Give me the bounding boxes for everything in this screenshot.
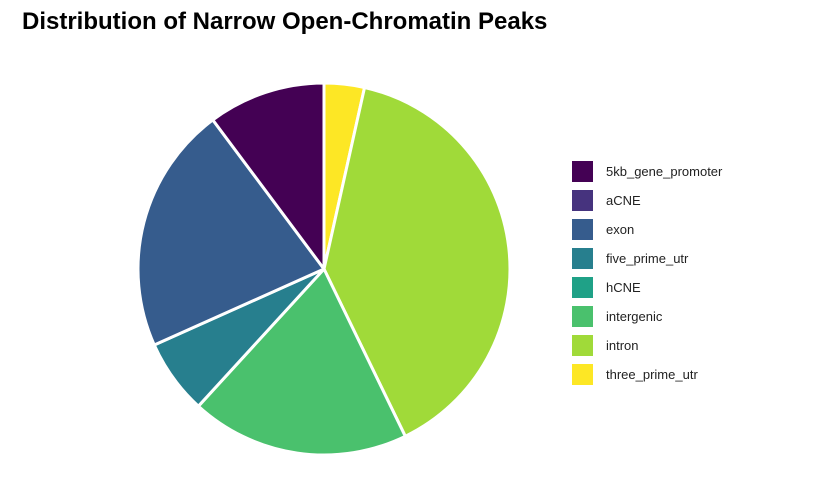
legend-item: 5kb_gene_promoter <box>572 157 722 186</box>
chart-title: Distribution of Narrow Open-Chromatin Pe… <box>22 8 548 35</box>
pie-slice-intergenic <box>196 267 407 457</box>
legend-item: three_prime_utr <box>572 360 722 389</box>
legend-swatch <box>572 190 593 211</box>
legend-label: intergenic <box>606 309 663 324</box>
legend-label: intron <box>606 338 639 353</box>
legend-label: aCNE <box>606 193 641 208</box>
legend-item: hCNE <box>572 273 722 302</box>
pie-slices <box>136 81 512 457</box>
legend-swatch <box>572 335 593 356</box>
legend-label: five_prime_utr <box>606 251 689 266</box>
legend-item: five_prime_utr <box>572 244 722 273</box>
pie-slice-intron <box>322 85 512 438</box>
legend-item: exon <box>572 215 722 244</box>
legend-swatch <box>572 306 593 327</box>
legend-swatch <box>572 219 593 240</box>
legend-swatch <box>572 161 593 182</box>
legend-label: hCNE <box>606 280 641 295</box>
legend-item: intergenic <box>572 302 722 331</box>
legend-label: exon <box>606 222 635 237</box>
legend-item: aCNE <box>572 186 722 215</box>
legend-swatch <box>572 248 593 269</box>
legend-label: three_prime_utr <box>606 367 698 382</box>
legend-item: intron <box>572 331 722 360</box>
legend-label: 5kb_gene_promoter <box>606 164 723 179</box>
legend-swatch <box>572 277 593 298</box>
legend-swatch <box>572 364 593 385</box>
pie-slice-5kb-gene-promoter <box>211 81 326 271</box>
pie-slice-exon <box>136 118 326 347</box>
